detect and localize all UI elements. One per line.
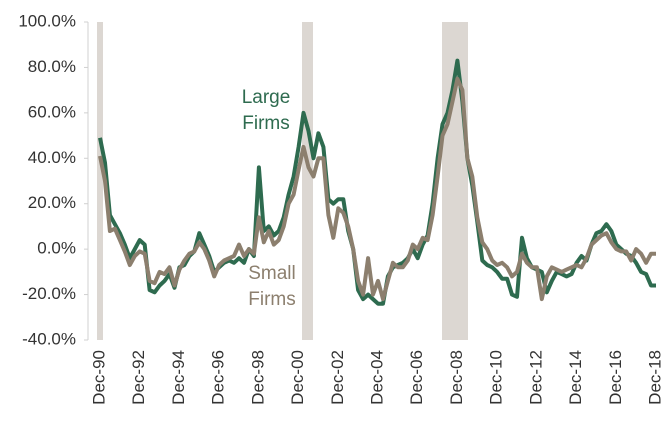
series-line (98, 76, 656, 302)
annotation: Large (242, 87, 291, 108)
x-tick-label: Dec-04 (367, 350, 386, 405)
x-tick-label: Dec-92 (129, 350, 148, 405)
x-tick-label: Dec-02 (328, 350, 347, 405)
x-tick-label: Dec-10 (487, 350, 506, 405)
x-tick-label: Dec-00 (288, 350, 307, 405)
y-tick-label: 100.0% (18, 11, 76, 30)
x-tick-label: Dec-90 (89, 350, 108, 405)
x-tick-label: Dec-06 (407, 350, 426, 405)
annotation: Firms (248, 289, 295, 310)
x-tick-label: Dec-14 (566, 350, 585, 405)
x-tick-label: Dec-94 (169, 350, 188, 405)
x-tick-label: Dec-18 (645, 350, 664, 405)
y-tick-label: -40.0% (22, 329, 76, 348)
x-tick-label: Dec-16 (606, 350, 625, 405)
x-tick-label: Dec-96 (209, 350, 228, 405)
x-tick-label: Dec-08 (447, 350, 466, 405)
y-tick-label: 0.0% (37, 239, 76, 258)
y-tick-label: -20.0% (22, 284, 76, 303)
x-tick-label: Dec-98 (248, 350, 267, 405)
recession-band (302, 22, 313, 340)
recession-band (97, 22, 103, 340)
y-tick-label: 60.0% (28, 102, 76, 121)
annotation: Small (248, 263, 296, 284)
y-tick-label: 40.0% (28, 148, 76, 167)
annotation: Firms (242, 113, 289, 134)
y-tick-label: 20.0% (28, 193, 76, 212)
x-tick-label: Dec-12 (526, 350, 545, 405)
y-tick-label: 80.0% (28, 57, 76, 76)
